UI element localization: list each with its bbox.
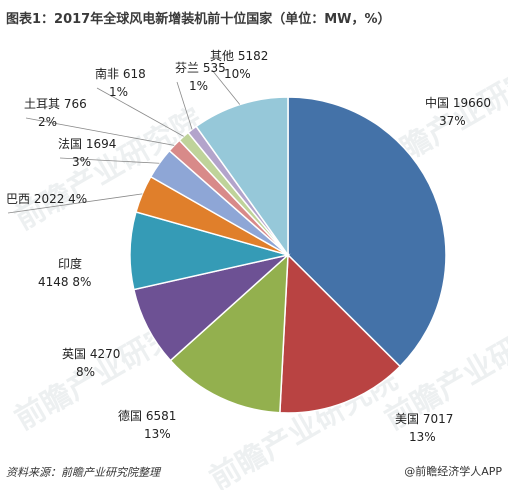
slice-label-1: 中国 19660 37%	[425, 95, 491, 128]
leader-line-9	[96, 87, 184, 137]
slice-label-percent-3: 13%	[144, 427, 171, 441]
slice-label-percent-1: 37%	[439, 114, 466, 128]
slice-label-percent-2: 13%	[409, 430, 436, 444]
slice-label-percent-4: 8%	[76, 365, 95, 379]
slice-label-10: 芬兰 535 1%	[175, 61, 226, 93]
slice-label-value-11: 其他 5182	[210, 49, 268, 63]
slice-label-4: 英国 4270 8%	[62, 347, 120, 379]
pie-slices	[129, 96, 447, 414]
slice-label-value-6: 巴西 2022 4%	[6, 192, 87, 206]
source-note: 资料来源：前瞻产业研究院整理	[6, 466, 160, 479]
slice-label-3: 德国 6581 13%	[118, 408, 176, 441]
slice-label-value-9: 南非 618	[95, 66, 146, 81]
leader-line-8	[25, 117, 175, 146]
slice-label-value-8: 土耳其 766	[24, 97, 87, 111]
slice-label-value-10: 芬兰 535	[175, 61, 226, 75]
label-leaders	[7, 69, 241, 214]
slice-label-7: 法国 1694 3%	[58, 137, 116, 169]
slice-label-11: 其他 5182 10%	[210, 49, 268, 81]
slice-label-9: 南非 618 1%	[95, 66, 146, 99]
slice-label-value-3: 德国 6581	[118, 408, 176, 423]
slice-label-percent-5: 4148 8%	[38, 275, 91, 289]
slice-label-2: 美国 7017 13%	[395, 412, 453, 444]
slice-label-percent-10: 1%	[189, 79, 208, 93]
pie-slice-3	[169, 253, 289, 414]
leader-line-7	[59, 157, 160, 164]
app-badge: @前瞻经济学人APP	[404, 463, 502, 479]
slice-label-value-4: 英国 4270	[62, 347, 120, 361]
slice-label-percent-9: 1%	[109, 85, 128, 99]
slice-label-percent-7: 3%	[72, 155, 91, 169]
slice-label-8: 土耳其 766 2%	[24, 97, 87, 129]
app-credit: @前瞻经济学人APP	[404, 465, 502, 478]
slice-label-value-2: 美国 7017	[395, 412, 453, 426]
slice-label-value-5: 印度	[58, 256, 82, 271]
slice-label-value-1: 中国 19660	[425, 95, 491, 110]
pie-slice-2	[279, 253, 402, 414]
slice-label-percent-8: 2%	[38, 115, 57, 129]
slice-label-5: 印度 4148 8%	[38, 256, 91, 289]
pie-labels: 中国 19660 37% 美国 7017 13% 德国 6581 13% 英国 4270 8%…	[6, 49, 491, 444]
chart-title: 图表1：2017年全球风电新增装机前十位国家（单位：MW，%）	[6, 12, 391, 27]
pie-slice-1	[287, 96, 447, 368]
slice-label-value-7: 法国 1694	[58, 137, 116, 151]
leader-line-11	[211, 69, 241, 105]
slice-label-percent-11: 10%	[224, 67, 251, 81]
leader-line-6	[7, 193, 143, 214]
leader-line-10	[176, 81, 193, 130]
slice-label-6: 巴西 2022 4%	[6, 192, 87, 206]
